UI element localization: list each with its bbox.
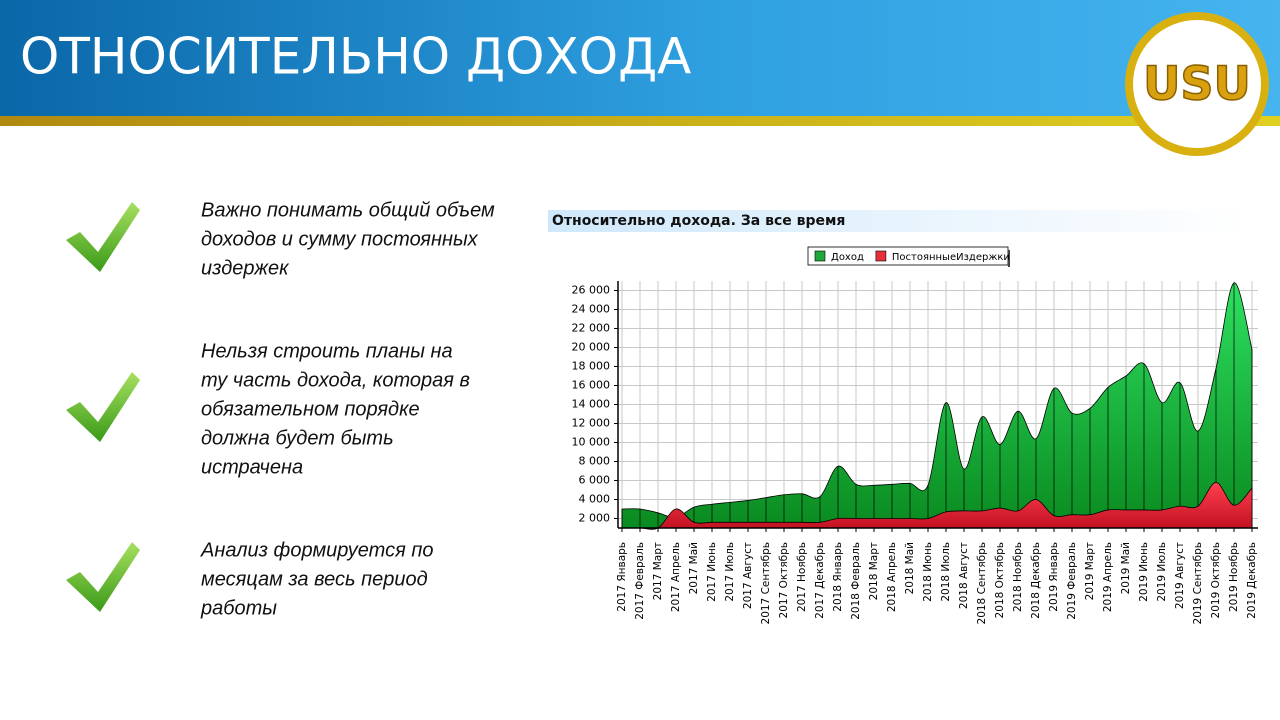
y-tick-label: 24 000 xyxy=(572,303,611,316)
area xyxy=(622,481,1253,530)
bullet-text: ту часть дохода, которая в xyxy=(201,369,470,391)
x-tick-label: 2017 Ноябрь xyxy=(796,542,808,612)
x-tick-label: 2017 Октябрь xyxy=(778,542,790,618)
bullet-text: Нельзя строить планы на xyxy=(201,340,453,362)
y-tick-label: 12 000 xyxy=(572,417,611,430)
x-tick-label: 2019 Декабрь xyxy=(1246,542,1258,619)
x-tick-label: 2018 Декабрь xyxy=(1030,542,1042,619)
x-tick-label: 2019 Июль xyxy=(1156,542,1168,602)
x-tick-label: 2019 Апрель xyxy=(1102,542,1114,612)
x-tick-label: 2017 Май xyxy=(688,542,700,594)
checkmark xyxy=(66,202,140,272)
y-tick-label: 18 000 xyxy=(572,360,611,373)
legend-label: Доход xyxy=(831,252,864,263)
x-tick-label: 2018 Сентябрь xyxy=(976,542,988,624)
x-tick-label: 2019 Май xyxy=(1120,542,1132,594)
bullet-text: обязательном порядке xyxy=(201,398,420,420)
x-tick-label: 2018 Ноябрь xyxy=(1012,542,1024,612)
legend-swatch xyxy=(814,250,826,262)
x-tick-label: 2019 Январь xyxy=(1048,542,1060,612)
y-tick-label: 16 000 xyxy=(572,379,611,392)
legend: Доход ПостоянныеИздержки xyxy=(807,246,1010,267)
x-tick-label: 2019 Октябрь xyxy=(1210,542,1222,618)
y-tick-label: 8 000 xyxy=(579,455,611,468)
y-tick-label: 14 000 xyxy=(572,398,611,411)
y-tick-label: 6 000 xyxy=(579,474,611,487)
header-bar xyxy=(0,0,1280,116)
legend-swatch xyxy=(875,250,887,262)
x-tick-label: 2018 Июнь xyxy=(922,542,934,602)
bullet-text: работы xyxy=(200,597,277,619)
bullet-text: месяцам за весь период xyxy=(201,568,428,590)
chart-title: Относительно дохода. За все время xyxy=(552,213,845,229)
x-tick-label: 2017 Апрель xyxy=(670,542,682,612)
chart-title-bar xyxy=(548,210,1248,232)
x-tick-label: 2017 Январь xyxy=(616,542,628,612)
x-tick-label: 2017 Март xyxy=(652,542,664,600)
x-tick-label: 2017 Декабрь xyxy=(814,542,826,619)
bullet-text: доходов и сумму постоянных xyxy=(201,228,479,250)
logo xyxy=(1125,12,1269,156)
bullet-text: должна будет быть xyxy=(201,427,394,449)
checkmarks xyxy=(66,202,140,612)
y-tick-label: 10 000 xyxy=(572,436,611,449)
checkmark xyxy=(66,372,140,442)
legend-shadow xyxy=(1008,250,1010,267)
y-tick-label: 22 000 xyxy=(572,322,611,335)
x-tick-label: 2018 Июль xyxy=(940,542,952,602)
bullet-text: Анализ формируется по xyxy=(200,539,433,561)
y-tick-label: 26 000 xyxy=(572,284,611,297)
y-tick-label: 2 000 xyxy=(579,512,611,525)
y-tick-label: 20 000 xyxy=(572,341,611,354)
slide-title: ОТНОСИТЕЛЬНО ДОХОДА xyxy=(20,28,691,86)
header-strip xyxy=(0,116,1280,126)
x-tick-label: 2019 Сентябрь xyxy=(1192,542,1204,624)
x-tick-label: 2018 Май xyxy=(904,542,916,594)
x-tick-label: 2018 Август xyxy=(958,542,970,609)
x-tick-label: 2017 Август xyxy=(742,542,754,609)
legend-label: ПостоянныеИздержки xyxy=(892,252,1010,263)
logo-text: USU xyxy=(1143,57,1251,111)
x-tick-label: 2019 Март xyxy=(1084,542,1096,600)
y-tick-label: 4 000 xyxy=(579,493,611,506)
x-tick-label: 2017 Июль xyxy=(724,542,736,602)
x-tick-label: 2018 Февраль xyxy=(850,542,862,620)
checkmark xyxy=(66,542,140,612)
bullet-text: истрачена xyxy=(201,456,303,478)
x-tick-label: 2018 Апрель xyxy=(886,542,898,612)
x-tick-label: 2017 Сентябрь xyxy=(760,542,772,624)
area xyxy=(621,282,1253,529)
x-tick-label: 2019 Ноябрь xyxy=(1228,542,1240,612)
x-tick-label: 2018 Март xyxy=(868,542,880,600)
bullet-text: Важно понимать общий объем xyxy=(201,199,495,221)
bullet-text: издержек xyxy=(201,257,290,279)
x-tick-label: 2017 Июнь xyxy=(706,542,718,602)
x-tick-label: 2019 Июнь xyxy=(1138,542,1150,602)
x-tick-label: 2017 Февраль xyxy=(634,542,646,620)
x-tick-label: 2018 Октябрь xyxy=(994,542,1006,618)
x-tick-label: 2018 Январь xyxy=(832,542,844,612)
x-tick-label: 2019 Август xyxy=(1174,542,1186,609)
x-tick-label: 2019 Февраль xyxy=(1066,542,1078,620)
